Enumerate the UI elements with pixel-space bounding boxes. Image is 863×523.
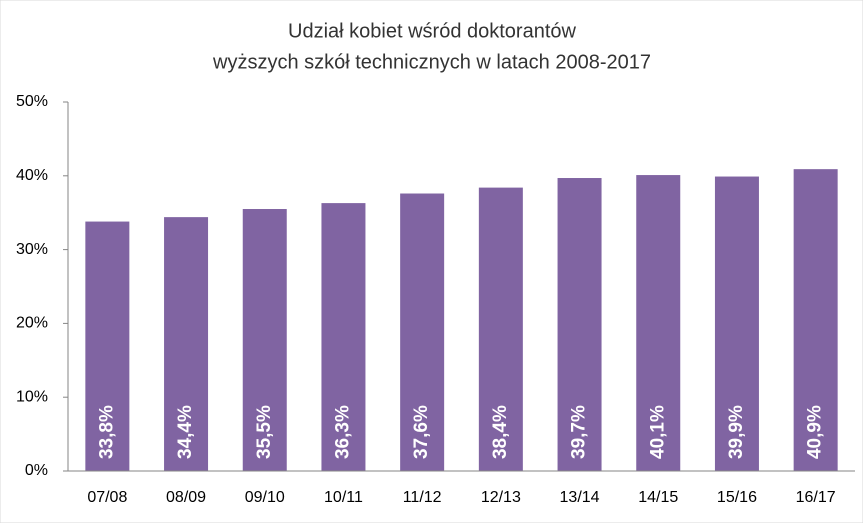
value-label: 37,6% (411, 405, 432, 459)
x-tick-label: 09/10 (245, 489, 285, 506)
y-tick-label: 20% (16, 315, 48, 332)
y-tick-label: 40% (16, 167, 48, 184)
value-label: 39,7% (569, 405, 590, 459)
value-label: 40,1% (647, 405, 668, 459)
y-tick-label: 30% (16, 241, 48, 258)
x-tick-label: 13/14 (560, 489, 600, 506)
value-label: 36,3% (332, 405, 353, 459)
y-tick-label: 0% (25, 462, 48, 479)
chart-title: Udział kobiet wśród doktorantów (288, 20, 576, 42)
y-tick-label: 50% (16, 93, 48, 110)
chart-title: wyższych szkół technicznych w latach 200… (212, 51, 651, 73)
value-label: 35,5% (254, 405, 275, 459)
bar (557, 178, 602, 471)
bar (478, 187, 523, 471)
value-label: 33,8% (96, 405, 117, 459)
x-tick-label: 08/09 (166, 489, 206, 506)
x-tick-label: 14/15 (638, 489, 678, 506)
x-tick-label: 10/11 (324, 489, 363, 506)
bar (793, 169, 838, 471)
value-label: 40,9% (805, 405, 826, 459)
x-tick-label: 11/12 (403, 489, 442, 506)
value-label: 34,4% (175, 405, 196, 459)
value-label: 38,4% (490, 405, 511, 459)
bar (85, 221, 130, 471)
bar (400, 193, 445, 471)
bar (636, 175, 681, 471)
x-tick-label: 07/08 (87, 489, 127, 506)
x-tick-label: 15/16 (717, 489, 757, 506)
bar (714, 176, 759, 471)
bar (164, 217, 209, 471)
y-tick-label: 10% (16, 388, 48, 405)
bar (242, 209, 287, 471)
x-tick-label: 12/13 (481, 489, 521, 506)
x-tick-label: 16/17 (796, 489, 836, 506)
bar (321, 203, 366, 471)
value-label: 39,9% (726, 405, 747, 459)
